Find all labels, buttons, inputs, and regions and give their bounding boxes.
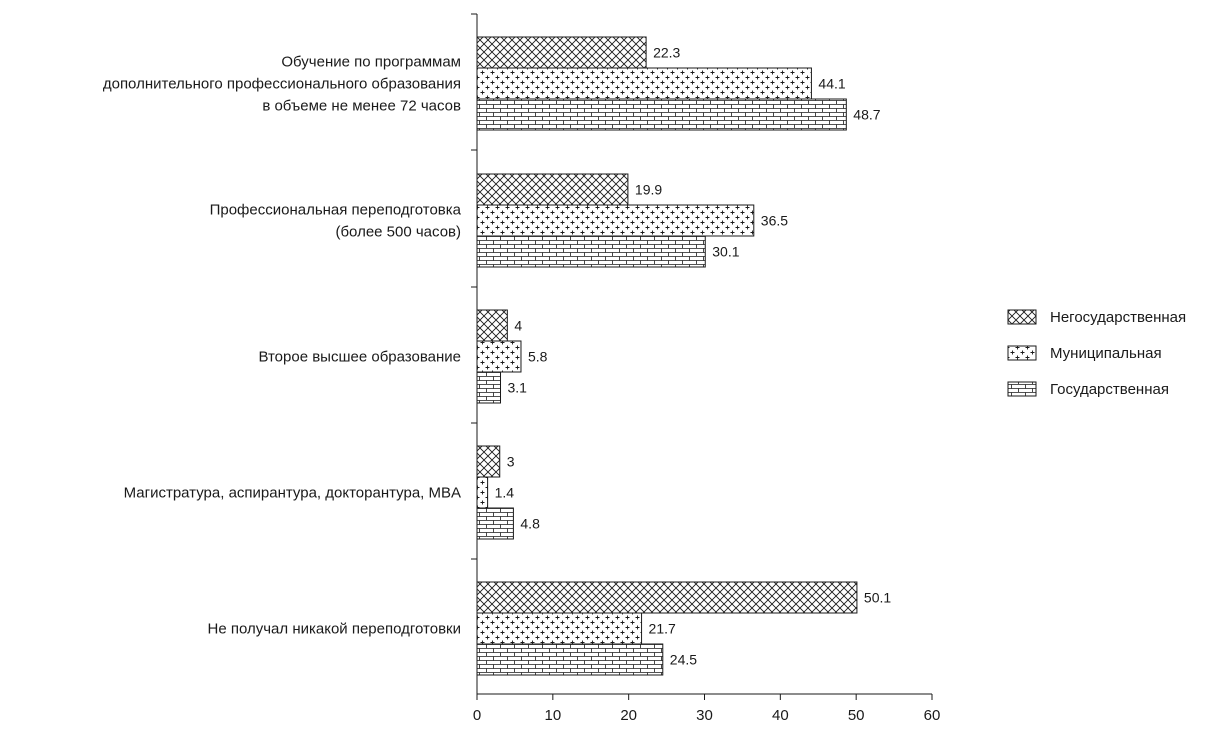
legend-swatch <box>1007 309 1037 325</box>
bar <box>476 98 847 131</box>
bar <box>476 612 643 645</box>
legend-swatch <box>1007 381 1037 397</box>
data-label: 19.9 <box>635 182 662 198</box>
bar <box>476 173 629 206</box>
data-label: 1.4 <box>495 485 515 501</box>
bar <box>476 445 501 478</box>
x-tick-label: 60 <box>924 707 941 724</box>
data-label: 44.1 <box>818 76 845 92</box>
data-label: 22.3 <box>653 45 680 61</box>
x-tick-label: 50 <box>848 707 865 724</box>
bar <box>476 507 514 540</box>
data-label: 50.1 <box>864 590 891 606</box>
bar <box>476 340 522 373</box>
legend-label: Муниципальная <box>1050 345 1162 362</box>
data-label: 48.7 <box>853 107 880 123</box>
data-label: 21.7 <box>649 621 676 637</box>
category-label: Магистратура, аспирантура, докторантура,… <box>124 485 461 502</box>
data-label: 4.8 <box>520 516 540 532</box>
bar <box>476 309 508 342</box>
bar <box>476 235 706 268</box>
category-label: дополнительного профессионального образо… <box>103 76 461 93</box>
bar <box>476 581 858 614</box>
bar <box>476 643 664 676</box>
data-label: 3.1 <box>508 380 528 396</box>
x-tick-label: 30 <box>696 707 713 724</box>
data-label: 24.5 <box>670 652 697 668</box>
data-label: 4 <box>514 318 522 334</box>
bar <box>476 476 489 509</box>
category-label: Не получал никакой переподготовки <box>208 621 461 638</box>
data-label: 36.5 <box>761 213 788 229</box>
bar <box>476 36 647 69</box>
legend-label: Негосударственная <box>1050 309 1186 326</box>
legend-label: Государственная <box>1050 381 1169 398</box>
x-tick-label: 10 <box>544 707 561 724</box>
legend-swatch <box>1007 345 1037 361</box>
bar <box>476 371 502 404</box>
category-label: (более 500 часов) <box>335 224 461 241</box>
data-label: 3 <box>507 454 515 470</box>
data-label: 5.8 <box>528 349 548 365</box>
category-label: Второе высшее образование <box>258 349 461 366</box>
x-tick-label: 20 <box>620 707 637 724</box>
bar <box>476 67 812 100</box>
category-label: Обучение по программам <box>281 54 461 71</box>
data-label: 30.1 <box>712 244 739 260</box>
bar <box>476 204 755 237</box>
x-tick-label: 0 <box>473 707 481 724</box>
x-tick-label: 40 <box>772 707 789 724</box>
category-label: в объеме не менее 72 часов <box>262 98 461 115</box>
category-label: Профессиональная переподготовка <box>210 202 462 219</box>
